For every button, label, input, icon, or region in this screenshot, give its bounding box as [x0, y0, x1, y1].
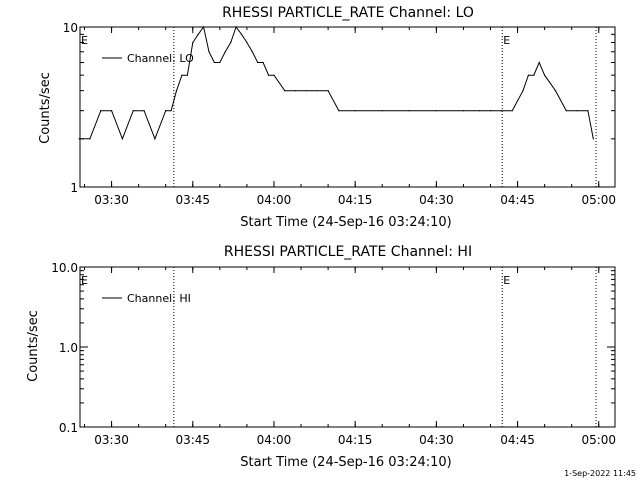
data-point [186, 74, 188, 76]
data-point [435, 110, 437, 112]
x-axis-label: Start Time (24-Sep-16 03:24:10) [240, 215, 451, 230]
x-tick-label: 03:30 [94, 433, 129, 447]
event-marker-label: E [503, 34, 510, 47]
data-point [273, 74, 275, 76]
data-point [181, 74, 183, 76]
data-point [175, 90, 178, 92]
data-point [462, 110, 465, 112]
x-tick-label: 04:30 [419, 433, 454, 447]
chart-title: RHESSI PARTICLE_RATE Channel: LO [222, 5, 474, 21]
x-tick-label: 04:45 [500, 433, 535, 447]
data-point [165, 110, 167, 112]
event-marker-label: E [503, 274, 510, 287]
y-axis-label: Counts/sec [38, 72, 53, 144]
x-tick-label: 03:45 [175, 193, 210, 207]
y-tick-label: 10 [63, 21, 78, 35]
data-point [479, 110, 481, 112]
legend-label: Channel: LO [127, 52, 194, 65]
data-point [235, 26, 237, 28]
data-point [489, 110, 492, 112]
legend-label: Channel: HI [127, 292, 191, 305]
data-point [121, 138, 124, 140]
event-marker-label: E [81, 274, 88, 287]
data-point [132, 110, 134, 112]
data-point [316, 90, 318, 92]
x-tick-label: 04:45 [500, 193, 535, 207]
x-tick-label: 04:30 [419, 193, 454, 207]
plot-frame [79, 26, 616, 188]
data-point [213, 61, 216, 64]
data-point [338, 110, 340, 112]
data-point [230, 41, 232, 44]
data-point [246, 41, 248, 44]
y-tick-label: 0.1 [59, 421, 78, 435]
x-tick-label: 04:15 [338, 433, 373, 447]
data-point [143, 110, 145, 112]
data-point [587, 110, 589, 112]
data-point [592, 138, 594, 140]
data-point [257, 61, 259, 64]
data-point [251, 51, 253, 53]
x-tick-label: 04:00 [257, 433, 292, 447]
x-tick-label: 04:00 [257, 193, 292, 207]
data-point [554, 90, 557, 92]
x-tick-label: 03:30 [94, 193, 129, 207]
x-tick-label: 05:00 [581, 433, 616, 447]
data-point [576, 110, 578, 112]
x-axis-label: Start Time (24-Sep-16 03:24:10) [240, 455, 451, 470]
data-point [544, 74, 546, 76]
data-point [170, 110, 172, 112]
data-point [500, 110, 502, 112]
y-tick-label: 1.0 [59, 341, 78, 355]
data-point [224, 51, 226, 53]
data-point [305, 90, 308, 92]
data-point [78, 138, 80, 140]
data-point [527, 74, 529, 76]
data-point [89, 138, 91, 140]
plot-frame [79, 266, 616, 428]
series-line [79, 25, 594, 141]
data-point [511, 110, 513, 112]
data-point [240, 33, 243, 35]
data-point [354, 110, 356, 112]
data-point [565, 110, 567, 112]
data-point [381, 110, 383, 112]
data-point [284, 90, 286, 92]
data-point [295, 90, 297, 92]
data-point [327, 90, 329, 92]
data-point [110, 110, 113, 112]
y-axis-label: Counts/sec [26, 310, 41, 382]
data-point [538, 61, 540, 64]
footer-timestamp: 1-Sep-2022 11:45 [564, 469, 636, 478]
x-tick-label: 04:15 [338, 193, 373, 207]
chart-title: RHESSI PARTICLE_RATE Channel: HI [224, 244, 472, 260]
data-point [197, 33, 199, 35]
data-point [533, 74, 535, 76]
data-point [219, 61, 221, 64]
data-point [100, 110, 102, 112]
data-point [408, 110, 410, 112]
y-tick-label: 1 [70, 181, 78, 195]
x-tick-label: 05:00 [581, 193, 616, 207]
data-point [203, 26, 205, 28]
y-tick-label: 10.0 [51, 261, 78, 275]
data-point [208, 51, 210, 53]
data-point [192, 41, 194, 44]
data-point [522, 90, 524, 92]
data-point [154, 138, 156, 140]
x-tick-label: 03:45 [175, 433, 210, 447]
data-point [267, 74, 270, 76]
event-marker-label: E [81, 34, 88, 47]
data-point [262, 61, 264, 64]
